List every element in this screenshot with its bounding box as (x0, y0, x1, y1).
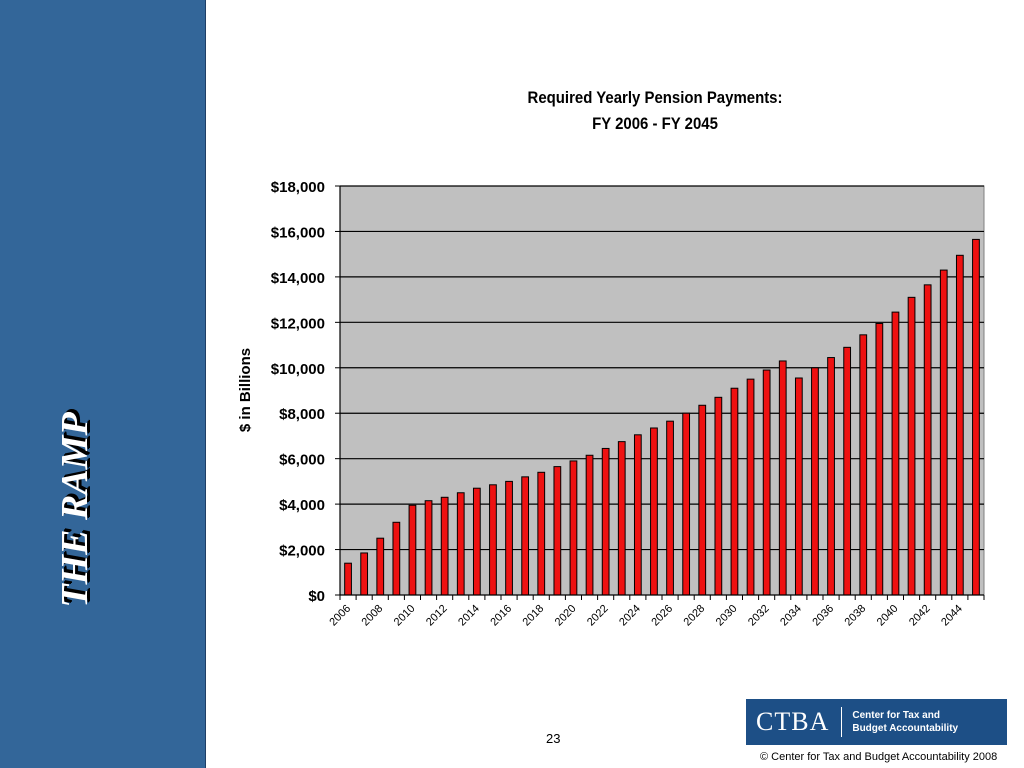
y-tick-label: $10,000 (271, 361, 325, 378)
y-tick-label: $0 (308, 588, 325, 605)
bar-2040 (891, 311, 900, 596)
x-tick-label: 2012 (424, 603, 450, 629)
bar-2019 (553, 466, 562, 596)
page-number: 23 (546, 731, 561, 746)
pension-bar-chart: $0 $2,000 $4,000 $6,000 $8,000 $10,000 $12,000… (237, 179, 985, 629)
bar-2006 (344, 562, 352, 596)
x-tick-label: 2018 (521, 603, 547, 629)
bar-2020 (569, 460, 578, 596)
plot-area (339, 185, 985, 596)
x-tick-label: 2020 (553, 603, 579, 629)
y-tick-label: $16,000 (271, 224, 325, 241)
bar-2039 (875, 322, 884, 596)
bar-2029 (714, 396, 723, 596)
bar-2013 (456, 492, 465, 596)
bars (344, 238, 980, 596)
copyright-notice: © Center for Tax and Budget Accountabili… (760, 751, 998, 763)
y-tick-label: $18,000 (271, 179, 325, 196)
bar-2024 (633, 434, 642, 596)
bar-2045 (972, 238, 980, 596)
x-tick-label: 2040 (875, 603, 901, 629)
bar-2027 (682, 412, 691, 596)
side-panel: THE RAMP (0, 0, 206, 768)
x-tick-label: 2030 (714, 603, 740, 629)
x-tick-label: 2034 (778, 603, 804, 629)
bar-2035 (811, 367, 819, 596)
x-tick-label: 2028 (682, 603, 708, 629)
x-tick-label: 2014 (456, 603, 482, 629)
bar-2043 (939, 269, 948, 596)
bar-2036 (827, 357, 835, 596)
bar-2012 (440, 496, 449, 596)
y-tick-label: $12,000 (271, 315, 325, 332)
bar-2014 (472, 487, 481, 596)
x-tick-label: 2024 (617, 603, 643, 629)
chart-title: Required Yearly Pension Payments: (527, 88, 783, 107)
bar-2042 (923, 284, 932, 596)
x-tick-label: 2026 (649, 603, 675, 629)
y-axis-label: $ in Billions (237, 348, 254, 432)
x-tick-label: 2022 (585, 603, 611, 629)
bar-2007 (360, 552, 369, 596)
axes (335, 185, 985, 600)
bar-2041 (907, 296, 916, 596)
bar-2037 (843, 346, 852, 596)
bar-2008 (376, 537, 385, 596)
bar-2044 (955, 254, 964, 596)
x-tick-label: 2016 (488, 603, 514, 629)
bar-2033 (778, 360, 787, 596)
y-tick-label: $4,000 (279, 497, 325, 514)
x-tick-label: 2008 (360, 603, 386, 629)
ctba-logo: CTBA Center for Tax and Budget Accountab… (746, 699, 1007, 745)
y-tick-label: $2,000 (279, 543, 325, 560)
y-tick-labels: $0 $2,000 $4,000 $6,000 $8,000 $10,000 $12,000… (271, 179, 325, 605)
bar-2025 (650, 427, 658, 596)
y-tick-label: $8,000 (279, 406, 325, 423)
bar-2030 (730, 387, 739, 596)
x-tick-label: 2010 (392, 603, 418, 629)
bar-2028 (698, 404, 707, 596)
logo-acronym: CTBA (756, 707, 830, 736)
x-tick-label: 2044 (939, 603, 965, 629)
bar-2023 (617, 441, 626, 596)
bar-2018 (537, 471, 546, 596)
bar-2026 (666, 420, 674, 596)
logo-divider (841, 707, 843, 737)
logo-name: Center for Tax and Budget Accountability (842, 709, 972, 735)
bar-2017 (521, 476, 530, 596)
x-tick-labels: 2006 2008 2010 2012 2014 2016 2018 2020 2022 2024… (327, 603, 965, 629)
x-tick-label: 2038 (843, 603, 869, 629)
logo-name-line2: Budget Accountability (852, 723, 959, 734)
x-tick-label: 2032 (746, 603, 772, 629)
y-tick-label: $6,000 (279, 452, 325, 469)
bar-2016 (505, 480, 513, 596)
x-tick-label: 2036 (810, 603, 836, 629)
x-tick-label: 2006 (327, 603, 353, 629)
bar-2034 (794, 377, 803, 596)
bar-2011 (424, 500, 433, 596)
bar-2010 (408, 504, 417, 596)
bar-2015 (489, 484, 497, 596)
x-tick-label: 2042 (907, 603, 933, 629)
bar-2021 (585, 454, 594, 596)
bar-2032 (762, 369, 771, 596)
y-tick-label: $14,000 (271, 270, 325, 287)
logo-name-line1: Center for Tax and (852, 710, 940, 721)
bar-2031 (746, 378, 755, 596)
chart-subtitle: FY 2006 - FY 2045 (592, 114, 718, 133)
bar-2009 (392, 521, 401, 596)
bar-2022 (601, 447, 610, 596)
bar-2038 (859, 334, 868, 596)
